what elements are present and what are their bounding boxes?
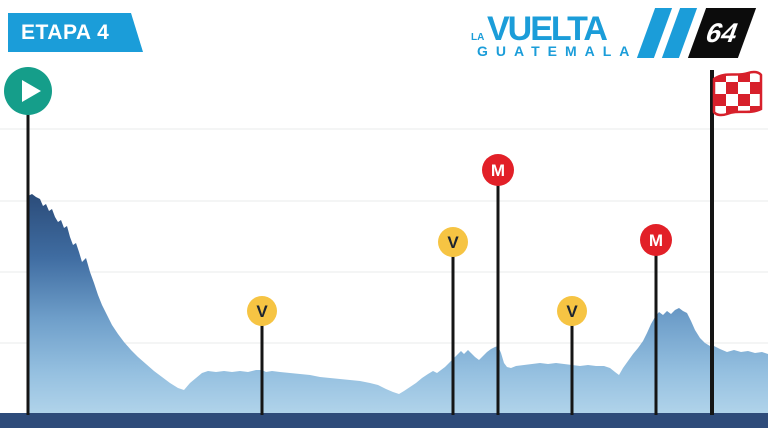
elevation-area: [28, 194, 768, 413]
sprint-1-label: V: [256, 302, 268, 321]
mountain-1-label: M: [491, 161, 505, 180]
checkered-flag-icon: [738, 106, 750, 116]
checkered-flag-icon: [738, 71, 750, 82]
checkered-flag-icon: [726, 94, 738, 106]
checkered-flag-icon: [714, 82, 726, 94]
checkered-flag-icon: [738, 94, 750, 106]
stage-badge: ETAPA 4: [8, 13, 143, 52]
play-icon: [22, 80, 41, 102]
checkered-flag-icon: [726, 106, 738, 116]
checkered-flag-icon: [714, 106, 726, 116]
checkered-flag-icon: [750, 82, 761, 94]
sprint-3-marker: [557, 296, 587, 326]
mountain-2-marker: [640, 224, 672, 256]
sprint-2-marker: [438, 227, 468, 257]
mountain-2-label: M: [649, 231, 663, 250]
sprint-2-label: V: [447, 233, 459, 252]
checkered-flag-icon: [714, 94, 726, 106]
sprint-1-marker: [247, 296, 277, 326]
mountain-1-marker: [482, 154, 514, 186]
checkered-flag-icon: [750, 71, 761, 82]
base-band: [0, 413, 768, 428]
checkered-flag-icon: [726, 71, 738, 82]
sprint-3-label: V: [566, 302, 578, 321]
checkered-flag-icon: [738, 82, 750, 94]
checkered-flag-icon: [750, 94, 761, 106]
checkered-flag-icon: [726, 82, 738, 94]
checkered-flag-icon: [712, 70, 763, 117]
stage-badge-label: ETAPA 4: [21, 20, 110, 44]
